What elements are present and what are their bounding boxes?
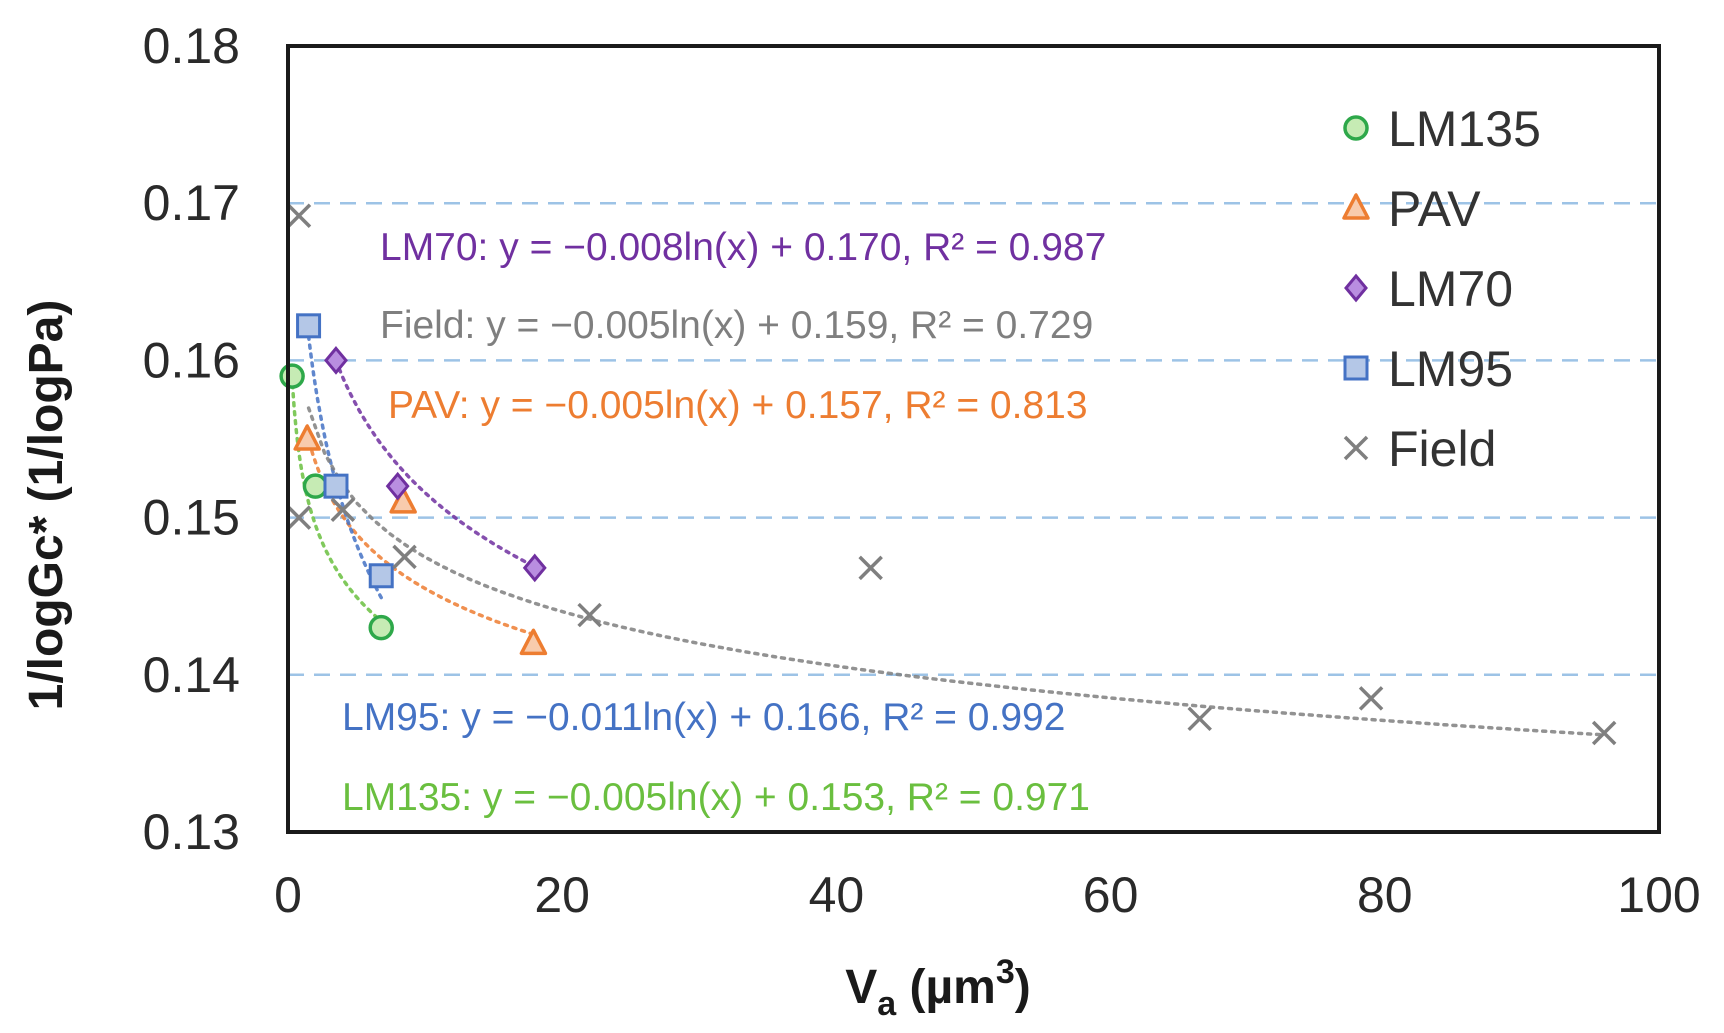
legend-marker-lm135 [1343, 115, 1369, 141]
point-lm70 [385, 471, 410, 501]
point-field [1358, 686, 1384, 711]
trendline-lm95 [306, 334, 383, 600]
x-tick-label: 100 [1617, 867, 1700, 923]
point-lm135 [279, 363, 305, 389]
point-field [858, 555, 883, 581]
point-field [286, 203, 312, 229]
equation-lm70: LM70: y = −0.008ln(x) + 0.170, R² = 0.98… [380, 226, 1106, 269]
trendline-lm70 [334, 358, 537, 569]
point-pav [519, 628, 548, 656]
point-field [1187, 706, 1212, 732]
point-lm95 [368, 563, 394, 589]
point-lm135 [368, 614, 394, 641]
y-tick-label: 0.18 [143, 18, 240, 74]
point-lm135 [302, 473, 329, 499]
legend-label-pav: PAV [1388, 181, 1481, 237]
point-field [286, 505, 312, 530]
tick-labels: 0.13 0.14 0.15 0.16 0.17 0.18 0 20 40 60 80 100 [143, 18, 1701, 923]
equation-labels: LM70: y = −0.008ln(x) + 0.170, R² = 0.98… [342, 226, 1106, 819]
legend-label-lm95: LM95 [1388, 341, 1513, 397]
point-field [330, 497, 356, 522]
y-tick-label: 0.15 [143, 490, 240, 546]
x-tick-label: 20 [534, 867, 590, 923]
plot-area-frame [286, 44, 1661, 834]
point-lm70 [522, 553, 547, 583]
equation-lm135: LM135: y = −0.005ln(x) + 0.153, R² = 0.9… [342, 776, 1090, 819]
point-lm95 [296, 313, 322, 339]
legend-label-lm70: LM70 [1388, 261, 1513, 317]
point-lm70 [324, 346, 348, 375]
point-pav [389, 487, 417, 514]
legend-marker-lm95 [1343, 355, 1369, 381]
trendline-lm135 [290, 374, 383, 623]
x-axis-title: Va (µm3) [845, 953, 1031, 1023]
gridlines [288, 201, 1659, 677]
point-field [392, 544, 417, 570]
y-tick-label: 0.17 [143, 175, 240, 231]
y-axis-title: 1/logGc* (1/logPa) [20, 300, 73, 711]
y-tick-label: 0.14 [143, 647, 240, 703]
legend-label-lm135: LM135 [1388, 101, 1541, 157]
legend-marker-field [1343, 435, 1369, 461]
legend-marker-pav [1342, 193, 1370, 220]
x-tick-label: 60 [1083, 867, 1139, 923]
point-lm95 [323, 473, 349, 499]
legend: LM135 PAV LM70 LM95 Field [1342, 101, 1541, 477]
y-tick-label: 0.13 [143, 804, 240, 860]
equation-pav: PAV: y = −0.005ln(x) + 0.157, R² = 0.813 [388, 384, 1088, 427]
point-field [577, 602, 602, 628]
point-pav [293, 424, 321, 451]
point-field [1591, 720, 1617, 746]
trendline-pav [305, 432, 536, 637]
legend-marker-lm70 [1344, 273, 1368, 303]
y-tick-label: 0.16 [143, 332, 240, 388]
legend-label-field: Field [1388, 421, 1496, 477]
equation-field: Field: y = −0.005ln(x) + 0.159, R² = 0.7… [380, 304, 1093, 347]
equation-lm95: LM95: y = −0.011ln(x) + 0.166, R² = 0.99… [342, 696, 1065, 739]
x-tick-label: 40 [809, 867, 865, 923]
x-tick-label: 80 [1357, 867, 1413, 923]
x-tick-label: 0 [274, 867, 302, 923]
